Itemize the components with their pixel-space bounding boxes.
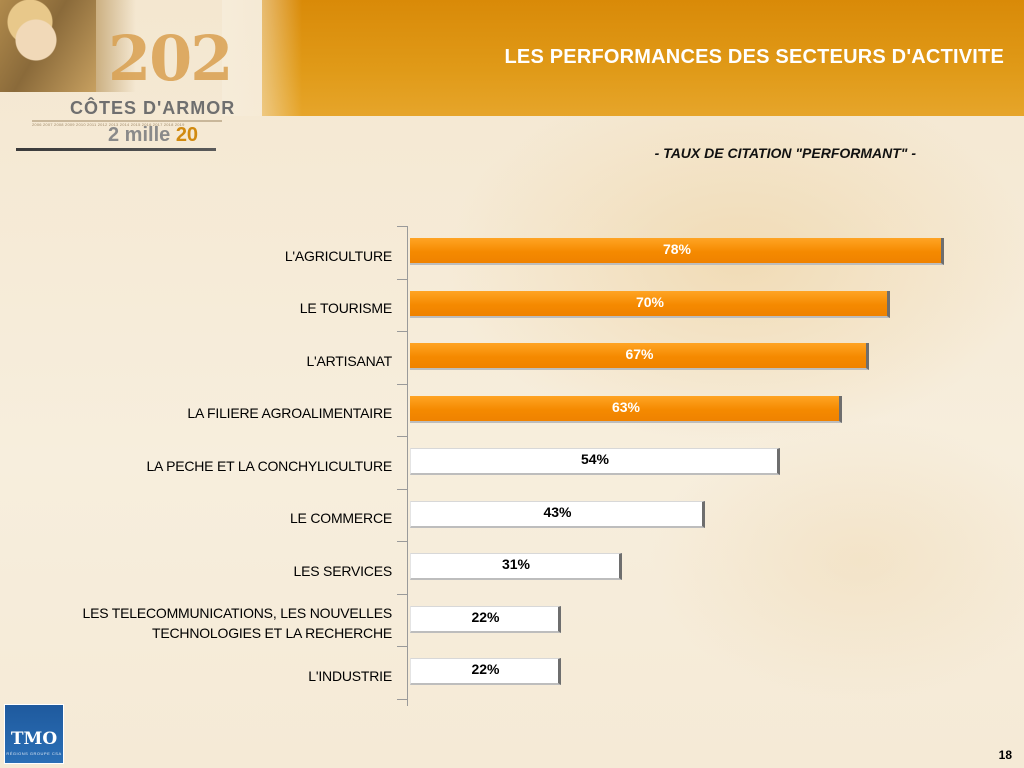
slide-title: LES PERFORMANCES DES SECTEURS D'ACTIVITE <box>504 46 1004 68</box>
bar <box>410 343 869 370</box>
bar <box>410 500 705 528</box>
category-label: LE COMMERCE <box>2 508 392 528</box>
category-label-line: LE TOURISME <box>299 300 392 316</box>
logo-underline <box>16 148 216 151</box>
category-label-line: TECHNOLOGIES ET LA RECHERCHE <box>152 625 392 641</box>
bar <box>410 448 780 475</box>
bar-value-label: 63% <box>611 398 641 415</box>
logo-2-mille-20: 2 mille 20 <box>108 124 198 147</box>
category-label: LES SERVICES <box>2 561 393 581</box>
category-label: LE TOURISME <box>2 298 392 318</box>
category-label-line: L'INDUSTRIE <box>308 667 392 684</box>
axis-tick <box>397 331 407 332</box>
logo-cotes-darmor: CÔTES D'ARMOR <box>70 98 236 118</box>
category-label-line: LES TELECOMMUNICATIONS, LES NOUVELLES <box>82 605 392 621</box>
category-label-line: LA FILIERE AGROALIMENTAIRE <box>187 405 392 421</box>
axis-tick <box>397 226 407 227</box>
category-label: LA PECHE ET LA CONCHYLICULTURE <box>2 456 392 476</box>
bar-value-label: 70% <box>635 293 665 310</box>
header-band <box>222 0 1024 116</box>
logo-rule <box>32 120 222 122</box>
category-label-line: LES SERVICES <box>293 562 393 579</box>
bar-value-label: 67% <box>625 346 654 362</box>
category-label-line: L'AGRICULTURE <box>284 247 392 264</box>
tmo-logo-subtext: RÉGIONS GROUPE CSA <box>6 751 62 756</box>
bar-value-label: 31% <box>501 556 531 572</box>
axis-tick <box>397 646 407 647</box>
bar-value-label: 43% <box>543 503 572 520</box>
axis-tick <box>397 541 407 542</box>
category-label: L'ARTISANAT <box>2 351 392 371</box>
bar <box>410 395 842 423</box>
axis-tick <box>397 593 407 595</box>
bar <box>410 658 561 685</box>
bar-value-label: 22% <box>471 608 500 625</box>
logo-mille-num: 20 <box>175 124 199 146</box>
axis-tick <box>397 278 407 280</box>
bar-chart: L'AGRICULTURE 78% LE TOURISME 70% L'ARTISANA… <box>0 220 1024 720</box>
bar <box>410 238 944 265</box>
photo-fade <box>96 0 136 92</box>
category-label: LES TELECOMMUNICATIONS, LES NOUVELLES TEC… <box>2 603 392 643</box>
child-photo <box>0 0 96 92</box>
chart-subtitle: - TAUX DE CITATION "PERFORMANT" - <box>654 145 916 161</box>
bar-value-label: 54% <box>580 451 610 467</box>
bar <box>410 553 622 580</box>
cotes-darmor-logo: 202 CÔTES D'ARMOR 2006 2007 2008 2009 20… <box>0 0 262 160</box>
logo-year: 202 <box>108 22 233 95</box>
category-label-line: LA PECHE ET LA CONCHYLICULTURE <box>146 457 392 474</box>
category-label: L'INDUSTRIE <box>2 666 392 686</box>
tmo-logo-text: TMO <box>10 729 58 749</box>
category-label: LA FILIERE AGROALIMENTAIRE <box>2 403 392 423</box>
axis-tick <box>397 436 407 437</box>
category-label-line: LE COMMERCE <box>289 510 392 526</box>
category-label: L'AGRICULTURE <box>2 246 392 266</box>
page-number: 18 <box>998 748 1012 762</box>
logo-mille-prefix: 2 mille <box>108 124 176 146</box>
category-axis <box>407 226 408 706</box>
logo-year-strip: 2006 2007 2008 2009 2010 2011 2012 2013 … <box>32 122 185 127</box>
axis-tick <box>397 488 407 490</box>
bar <box>410 605 561 633</box>
bar-value-label: 22% <box>471 661 500 677</box>
bar <box>410 290 890 318</box>
bar-value-label: 78% <box>662 241 692 257</box>
axis-tick <box>397 698 407 700</box>
tmo-logo: TMO RÉGIONS GROUPE CSA <box>4 704 64 764</box>
category-label-line: L'ARTISANAT <box>306 352 392 369</box>
axis-tick <box>397 383 407 385</box>
